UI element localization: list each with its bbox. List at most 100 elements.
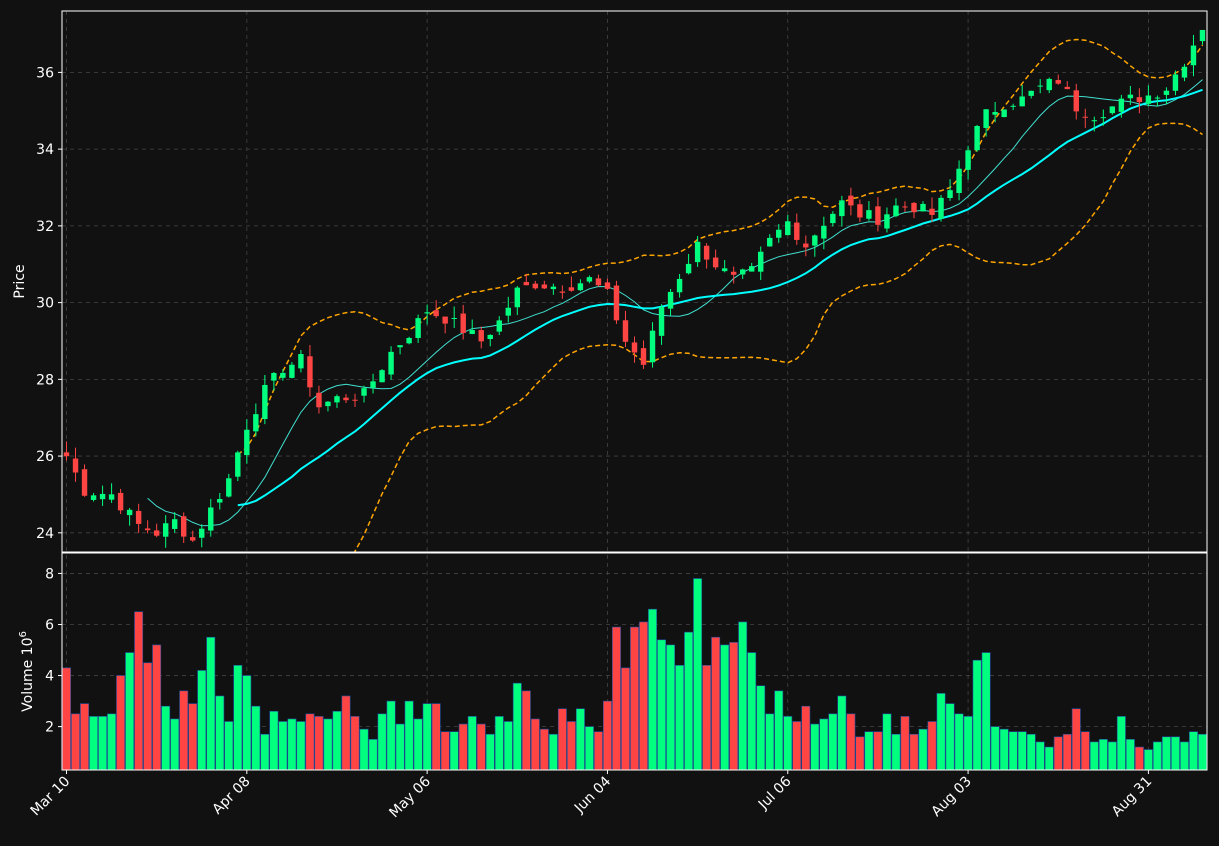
candle-body xyxy=(1127,94,1134,99)
candle-body xyxy=(99,493,106,500)
candle-body xyxy=(298,354,304,369)
volume-bar xyxy=(639,621,648,771)
candle-body xyxy=(622,320,629,342)
candle-body xyxy=(1073,90,1079,112)
volume-bar xyxy=(612,626,621,771)
candle-body xyxy=(613,285,620,321)
volume-bar xyxy=(603,700,612,771)
volume-bar xyxy=(972,659,982,771)
candle-body xyxy=(379,370,385,383)
volume-bar xyxy=(684,631,694,771)
candle-body xyxy=(478,330,484,342)
volume-bar xyxy=(909,733,919,771)
candle-body xyxy=(1154,97,1161,99)
volume-bar xyxy=(1053,736,1063,771)
candle-body xyxy=(1001,109,1007,118)
price-axis-label: Price xyxy=(12,264,28,298)
candle-body xyxy=(821,225,827,239)
candle-body xyxy=(217,499,223,503)
volume-bar xyxy=(71,713,80,771)
candle-body xyxy=(568,287,575,291)
candle-body xyxy=(658,307,665,336)
volume-bar xyxy=(278,721,288,771)
volume-bar xyxy=(332,710,342,771)
volume-bar xyxy=(521,690,531,771)
volume-bar xyxy=(323,718,333,771)
volume-bar xyxy=(846,713,856,771)
candle-body xyxy=(586,277,593,282)
candle-body xyxy=(649,330,656,363)
volume-bar xyxy=(98,716,108,771)
volume-bar xyxy=(738,621,748,771)
volume-bar xyxy=(873,731,883,771)
volume-bar xyxy=(530,718,540,771)
price-tick-label: 36 xyxy=(36,65,54,81)
candle-body xyxy=(190,537,196,541)
candle-body xyxy=(1028,90,1034,96)
candle-body xyxy=(1091,120,1098,122)
candle-body xyxy=(1190,45,1197,66)
candle-body xyxy=(469,330,475,334)
candle-body xyxy=(90,495,97,500)
candle-body xyxy=(108,494,115,500)
volume-bar xyxy=(747,652,757,771)
candle-body xyxy=(875,206,881,225)
volume-bar xyxy=(828,713,838,771)
volume-bar xyxy=(720,644,730,771)
volume-bar xyxy=(161,705,171,771)
candle-body xyxy=(63,452,70,457)
candle-body xyxy=(938,197,944,219)
candle-body xyxy=(1064,86,1070,90)
candle-body xyxy=(1010,105,1016,107)
candle-body xyxy=(162,523,169,537)
volume-bar xyxy=(1107,741,1117,771)
volume-bar xyxy=(215,695,225,771)
price-tick-label: 30 xyxy=(36,296,54,312)
volume-bar xyxy=(368,739,378,771)
candle-body xyxy=(902,206,908,208)
volume-bar xyxy=(927,721,937,771)
volume-bar xyxy=(341,695,351,771)
candle-body xyxy=(749,266,755,272)
candle-body xyxy=(550,286,557,290)
volume-bar xyxy=(395,723,405,771)
candle-body xyxy=(199,528,205,538)
candle-body xyxy=(370,381,376,388)
candle-body xyxy=(884,214,890,229)
volume-bar xyxy=(801,705,811,771)
candle-body xyxy=(415,318,421,338)
candle-body xyxy=(352,399,358,401)
volume-bar xyxy=(702,665,712,771)
volume-bar xyxy=(918,728,928,771)
volume-bar xyxy=(359,728,369,771)
candle-body xyxy=(604,282,611,289)
candle-body xyxy=(208,507,214,531)
candle-body xyxy=(721,268,728,272)
volume-bar xyxy=(756,685,766,771)
volume-bar xyxy=(792,721,802,771)
candle-body xyxy=(181,516,187,537)
ma-short-line xyxy=(147,79,1203,527)
volume-bar xyxy=(125,652,135,771)
volume-bar xyxy=(467,716,477,771)
volume-bar xyxy=(1071,708,1081,771)
price-tick-label: 28 xyxy=(36,372,54,388)
candle-body xyxy=(496,320,502,332)
volume-bar xyxy=(440,731,450,771)
candle-body xyxy=(794,222,800,240)
volume-bar xyxy=(197,670,207,771)
volume-bar xyxy=(666,644,676,771)
volume-bar xyxy=(413,718,423,771)
candle-body xyxy=(676,278,683,293)
candle-body xyxy=(1172,74,1179,91)
candle-body xyxy=(577,283,584,291)
volume-bar xyxy=(1152,741,1162,771)
candle-body xyxy=(1100,117,1107,119)
candle-body xyxy=(334,396,340,403)
volume-bar xyxy=(630,626,639,771)
candle-body xyxy=(685,263,692,274)
candle-body xyxy=(226,478,232,497)
candle-body xyxy=(1199,29,1206,42)
candle-body xyxy=(406,337,412,344)
price-tick-label: 24 xyxy=(36,526,54,542)
